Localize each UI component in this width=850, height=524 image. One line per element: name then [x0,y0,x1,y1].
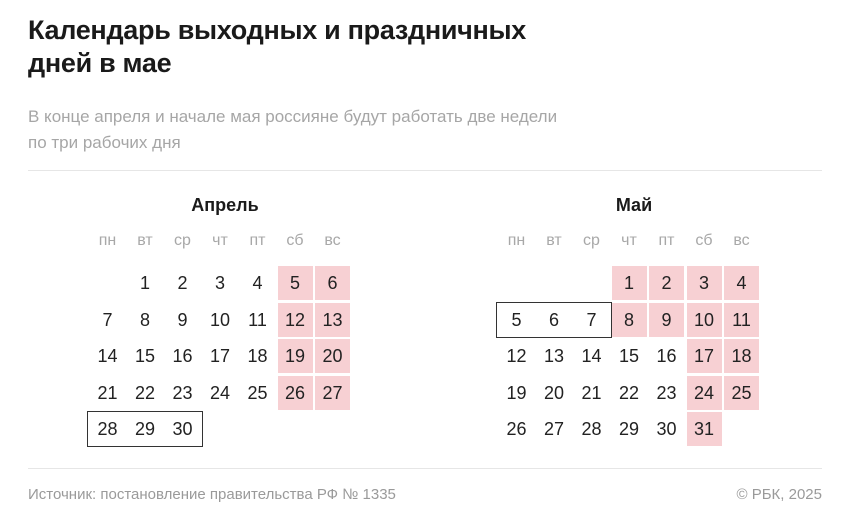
divider-top [28,170,822,171]
day-cell: 7 [586,309,597,330]
day-cell: 18 [247,346,268,366]
day-cell: 19 [506,382,527,403]
weekday-label: ср [583,232,600,249]
month-name: Май [615,195,653,215]
subtitle-line-2: по три рабочих дня [28,133,181,152]
day-off-cell: 2 [649,266,684,300]
day-cell: 29 [618,419,640,439]
day-cell: 16 [172,346,193,366]
day-cell: 15 [618,346,640,366]
day-cell: 22 [618,382,640,403]
day-cell: 24 [209,382,231,403]
day-cell: 27 [543,419,565,439]
day-cell: 10 [209,309,231,330]
day-off-cell: 4 [724,266,759,300]
weekday-label: пт [658,232,675,249]
weekday-label: пн [507,232,526,249]
day-cell: 6 [548,309,559,330]
day-off-cell: 3 [686,266,722,300]
day-off-cell: 5 [277,266,313,300]
day-cell: 13 [543,346,565,366]
subtitle: В конце апреля и начале мая россияне буд… [28,104,748,156]
title-line-1: Календарь выходных и праздничных [28,15,527,45]
day-off-cell: 17 [686,339,722,373]
divider-bottom [28,468,822,469]
weekday-label: вс [324,232,341,249]
day-cell: 2 [177,273,188,293]
day-off-cell: 26 [277,375,313,410]
day-off-cell: 20 [315,339,350,373]
weekday-label: вт [546,232,562,249]
day-cell: 30 [172,419,193,439]
day-cell: 28 [97,419,118,439]
weekday-label: чт [212,232,228,249]
weekday-label: ср [174,232,191,249]
weekday-label: пн [98,232,117,249]
day-cell: 17 [209,346,231,366]
day-cell: 5 [511,309,522,330]
weekday-label: вт [137,232,153,249]
day-cell: 23 [172,382,193,403]
weekday-label: пт [249,232,266,249]
day-cell: 7 [102,309,113,330]
copyright: © РБК, 2025 [736,486,822,503]
day-off-cell: 9 [649,302,684,337]
day-cell: 14 [581,346,602,366]
day-off-cell: 31 [686,412,722,446]
day-cell: 3 [214,273,225,293]
day-cell: 1 [139,273,150,293]
day-cell: 16 [656,346,677,366]
working-days-box [496,301,612,338]
weekday-label: чт [621,232,637,249]
working-days-box [87,411,203,447]
source-note: Источник: постановление правительства РФ… [28,486,396,503]
day-off-cell: 8 [611,302,647,337]
day-cell: 26 [506,419,527,439]
day-cell: 14 [97,346,118,366]
title-line-2: дней в мае [28,48,172,78]
day-cell: 4 [252,273,263,293]
weekday-label: сб [695,232,713,249]
day-cell: 15 [134,346,156,366]
day-cell: 28 [581,419,602,439]
day-cell: 23 [656,382,677,403]
day-cell: 8 [139,309,150,330]
day-off-cell: 27 [315,375,350,410]
month-name: Апрель [191,195,259,215]
day-cell: 20 [543,382,565,403]
day-cell: 12 [506,346,527,366]
day-off-cell: 6 [315,266,350,300]
day-off-cell: 18 [724,339,759,373]
weekday-label: вс [733,232,750,249]
subtitle-line-1: В конце апреля и начале мая россияне буд… [28,107,558,126]
weekday-label: сб [286,232,304,249]
day-off-cell: 24 [686,375,722,410]
page-title: Календарь выходных и праздничных дней в … [28,14,526,80]
day-off-cell: 12 [277,302,313,337]
day-cell: 25 [247,382,268,403]
day-off-cell: 13 [315,302,350,337]
day-cell: 22 [134,382,156,403]
day-off-cell: 19 [277,339,313,373]
day-off-cell: 11 [724,302,759,337]
day-cell: 29 [134,419,156,439]
day-cell: 11 [248,309,267,330]
day-cell: 30 [656,419,677,439]
day-off-cell: 10 [686,302,722,337]
day-cell: 21 [97,382,118,403]
day-off-cell: 1 [611,266,647,300]
day-cell: 21 [581,382,602,403]
day-off-cell: 25 [724,375,759,410]
day-cell: 9 [177,309,188,330]
